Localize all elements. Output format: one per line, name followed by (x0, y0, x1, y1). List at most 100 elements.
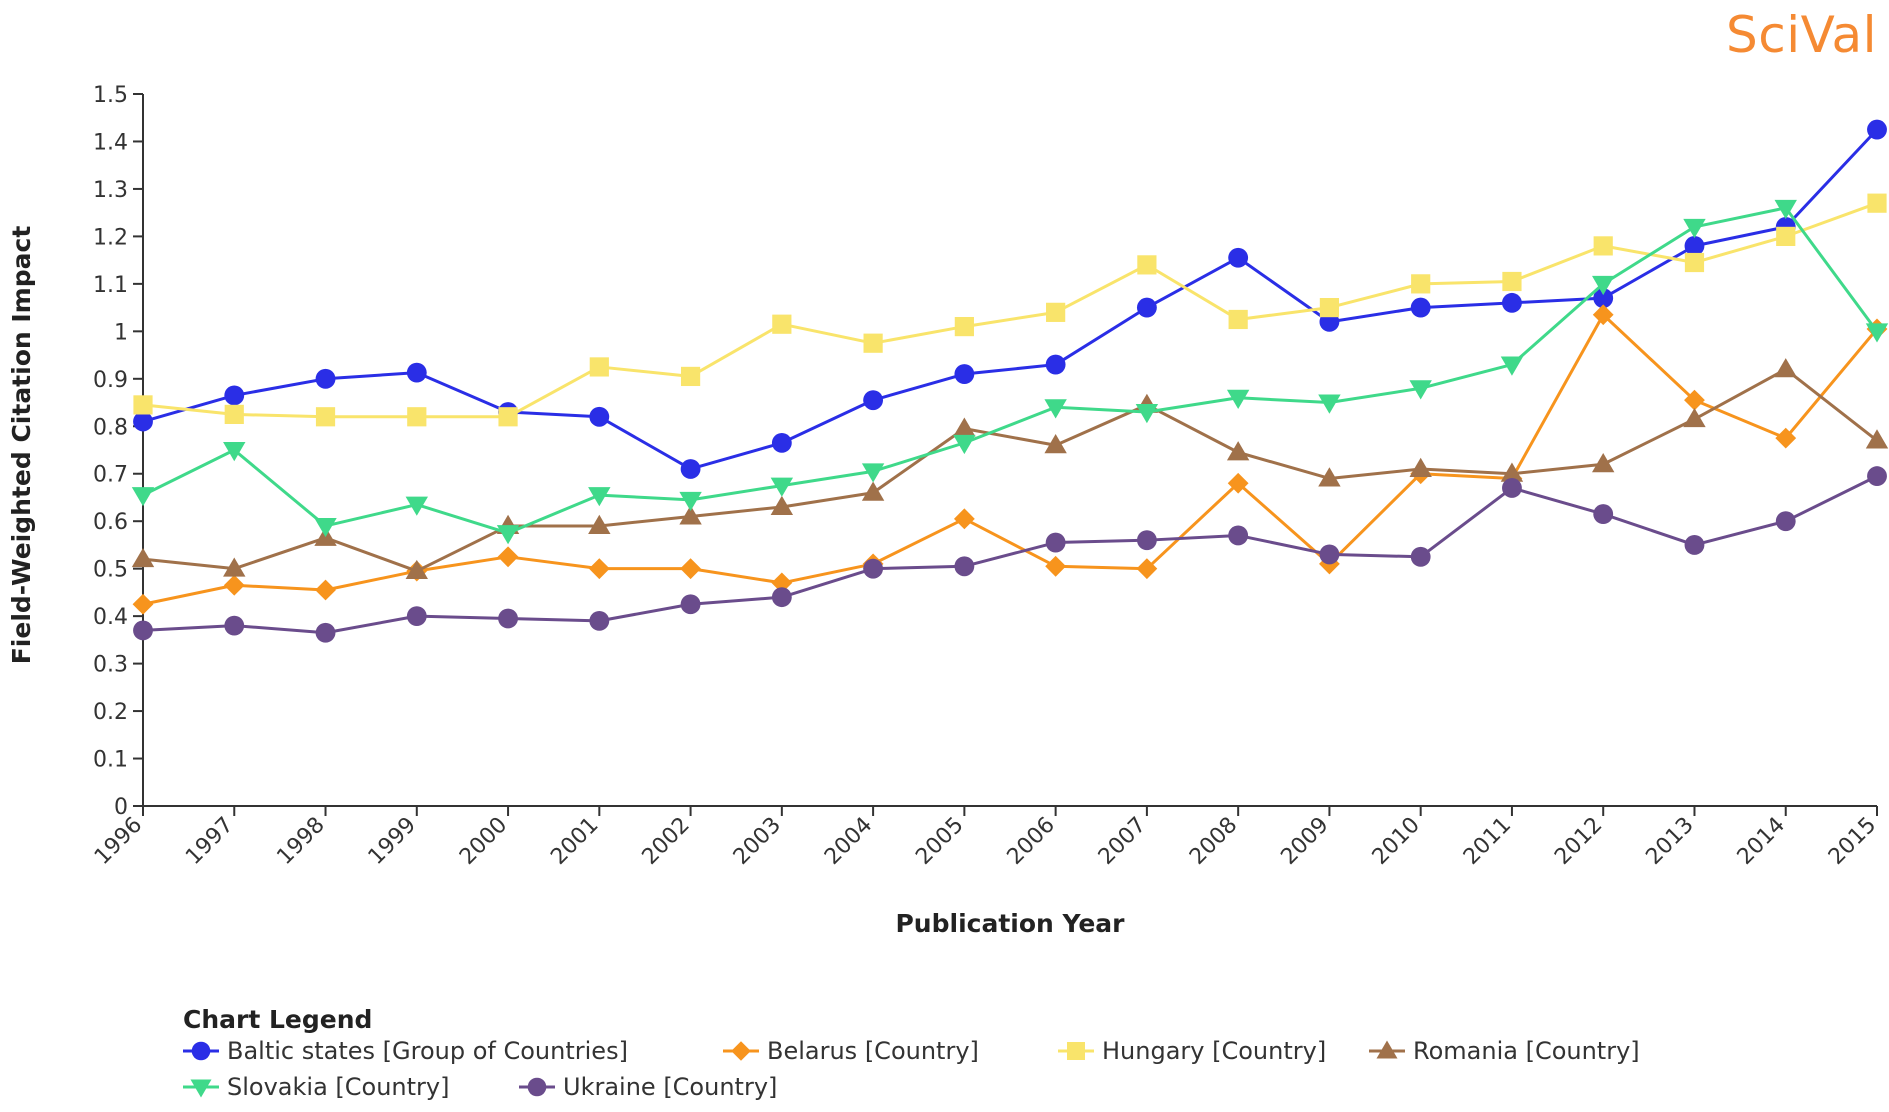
data-point (588, 487, 611, 507)
data-point (315, 622, 336, 643)
y-tick-label: 0.1 (93, 748, 128, 773)
x-tick-label: 2013 (1641, 813, 1698, 870)
series-line (142, 206, 1879, 535)
x-tick-label: 2003 (729, 813, 786, 870)
legend-item[interactable]: Baltic states [Group of Countries] (183, 1037, 628, 1065)
y-axis-title: Field-Weighted Citation Impact (7, 226, 36, 665)
data-point (680, 558, 701, 580)
data-point (1867, 466, 1887, 487)
data-point (1867, 193, 1887, 213)
series-1 (132, 304, 1888, 615)
data-point (1045, 354, 1066, 375)
x-tick-label: 1998 (272, 813, 329, 870)
legend-item[interactable]: Romania [Country] (1369, 1037, 1640, 1065)
y-tick-label: 1.2 (93, 225, 128, 250)
y-tick-label: 0.8 (93, 415, 128, 440)
series-layer (131, 119, 1889, 643)
series-3 (131, 358, 1889, 580)
legend-label: Romania [Country] (1413, 1037, 1640, 1065)
data-point (1318, 394, 1341, 414)
data-point (1684, 535, 1705, 555)
data-point (1500, 356, 1524, 376)
data-point (498, 407, 518, 427)
data-point (680, 594, 701, 615)
data-point (1500, 462, 1524, 482)
y-tick-label: 0.7 (93, 463, 128, 488)
y-tick-label: 0.5 (93, 558, 128, 583)
series-4 (131, 199, 1889, 545)
data-point (131, 487, 155, 507)
data-point (1045, 532, 1066, 553)
series-line (142, 313, 1879, 606)
data-point (1865, 323, 1889, 343)
data-point (589, 610, 610, 631)
data-point (1137, 255, 1157, 275)
series-line (142, 367, 1878, 573)
data-point (315, 579, 336, 601)
y-tick-label: 1.3 (93, 178, 128, 203)
data-point (1774, 358, 1797, 378)
data-point (770, 495, 794, 515)
data-point (1136, 558, 1158, 580)
x-tick-label: 1996 (90, 813, 147, 870)
data-point (1226, 389, 1250, 409)
data-point (1136, 530, 1157, 551)
data-point (1228, 247, 1249, 268)
x-tick-label: 2007 (1094, 813, 1151, 870)
data-point (1867, 119, 1887, 140)
legend-item[interactable]: Slovakia [Country] (183, 1073, 449, 1101)
data-point (1226, 441, 1250, 461)
data-point (680, 459, 701, 479)
data-point (1592, 304, 1614, 326)
data-point (1227, 472, 1249, 494)
data-point (405, 559, 428, 580)
x-tick-label: 2014 (1733, 813, 1790, 870)
data-point (589, 357, 609, 377)
x-tick-label: 2011 (1459, 813, 1516, 870)
data-point (223, 442, 246, 462)
legend-item[interactable]: Hungary [Country] (1058, 1037, 1326, 1065)
scival-logo: SciVal (1726, 6, 1877, 64)
data-point (953, 417, 976, 437)
legend-label: Hungary [Country] (1102, 1037, 1326, 1065)
y-tick-label: 0.2 (93, 700, 128, 725)
data-point (954, 556, 975, 577)
legend-item[interactable]: Ukraine [Country] (519, 1073, 777, 1101)
data-point (223, 557, 246, 577)
data-point (771, 587, 792, 608)
legend-swatch-marker (731, 1041, 751, 1061)
data-point (1046, 302, 1066, 322)
data-point (954, 364, 975, 384)
series-line (142, 201, 1878, 419)
data-point (1775, 427, 1797, 449)
x-tick-label: 2008 (1185, 813, 1242, 870)
data-point (1228, 309, 1248, 330)
data-point (770, 477, 794, 497)
data-point (588, 558, 610, 580)
data-point (589, 406, 610, 427)
legend-swatch-marker (190, 1079, 212, 1098)
data-point (1319, 298, 1340, 318)
data-point (1502, 292, 1522, 313)
data-point (861, 481, 885, 501)
data-point (315, 368, 336, 389)
data-point (405, 496, 428, 516)
data-point (1135, 404, 1159, 424)
data-point (1865, 429, 1889, 449)
x-tick-label: 2001 (546, 813, 603, 870)
y-tick-label: 1.4 (93, 130, 128, 155)
legend-item[interactable]: Belarus [Country] (723, 1037, 979, 1065)
x-tick-label: 2009 (1276, 813, 1333, 870)
series-5 (133, 466, 1887, 643)
data-point (1409, 380, 1432, 400)
data-point (1411, 274, 1431, 294)
data-point (133, 411, 153, 432)
y-tick-label: 1.5 (93, 83, 128, 108)
data-point (1593, 236, 1613, 256)
data-point (679, 491, 702, 512)
x-tick-label: 1999 (364, 813, 421, 870)
data-point (863, 390, 884, 411)
legend-label: Slovakia [Country] (227, 1073, 449, 1101)
x-tick-label: 2012 (1550, 813, 1607, 870)
